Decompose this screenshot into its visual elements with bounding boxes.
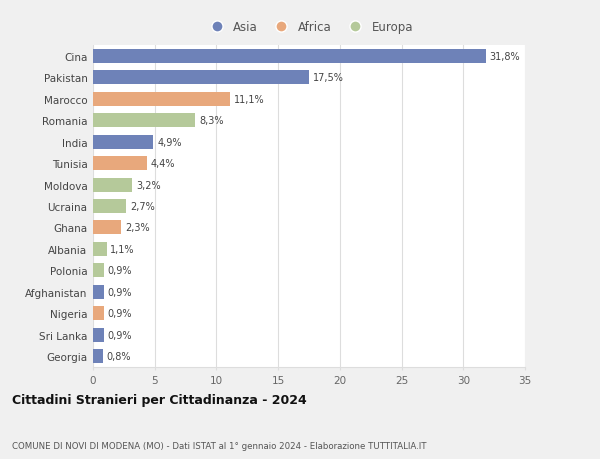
Bar — [93, 328, 104, 342]
Text: 11,1%: 11,1% — [234, 95, 265, 105]
Text: 4,9%: 4,9% — [157, 137, 182, 147]
Bar — [93, 93, 230, 106]
Bar — [93, 50, 485, 64]
Text: 1,1%: 1,1% — [110, 244, 135, 254]
Bar — [93, 200, 127, 213]
Bar — [93, 307, 104, 320]
Bar — [93, 242, 107, 256]
Text: 0,8%: 0,8% — [107, 352, 131, 362]
Bar — [93, 135, 154, 149]
Bar — [93, 285, 104, 299]
Bar — [93, 157, 148, 171]
Text: 0,9%: 0,9% — [108, 287, 133, 297]
Text: 31,8%: 31,8% — [489, 51, 520, 62]
Bar — [93, 178, 133, 192]
Text: COMUNE DI NOVI DI MODENA (MO) - Dati ISTAT al 1° gennaio 2024 - Elaborazione TUT: COMUNE DI NOVI DI MODENA (MO) - Dati IST… — [12, 441, 427, 450]
Legend: Asia, Africa, Europa: Asia, Africa, Europa — [205, 21, 413, 34]
Text: 0,9%: 0,9% — [108, 330, 133, 340]
Text: 17,5%: 17,5% — [313, 73, 344, 83]
Bar — [93, 71, 309, 85]
Text: 2,7%: 2,7% — [130, 202, 155, 212]
Bar — [93, 264, 104, 278]
Bar — [93, 350, 103, 364]
Text: 3,2%: 3,2% — [136, 180, 161, 190]
Text: 8,3%: 8,3% — [199, 116, 224, 126]
Text: 2,3%: 2,3% — [125, 223, 150, 233]
Text: Cittadini Stranieri per Cittadinanza - 2024: Cittadini Stranieri per Cittadinanza - 2… — [12, 393, 307, 406]
Bar — [93, 114, 196, 128]
Text: 0,9%: 0,9% — [108, 308, 133, 319]
Bar — [93, 221, 121, 235]
Text: 0,9%: 0,9% — [108, 266, 133, 276]
Text: 4,4%: 4,4% — [151, 159, 176, 169]
